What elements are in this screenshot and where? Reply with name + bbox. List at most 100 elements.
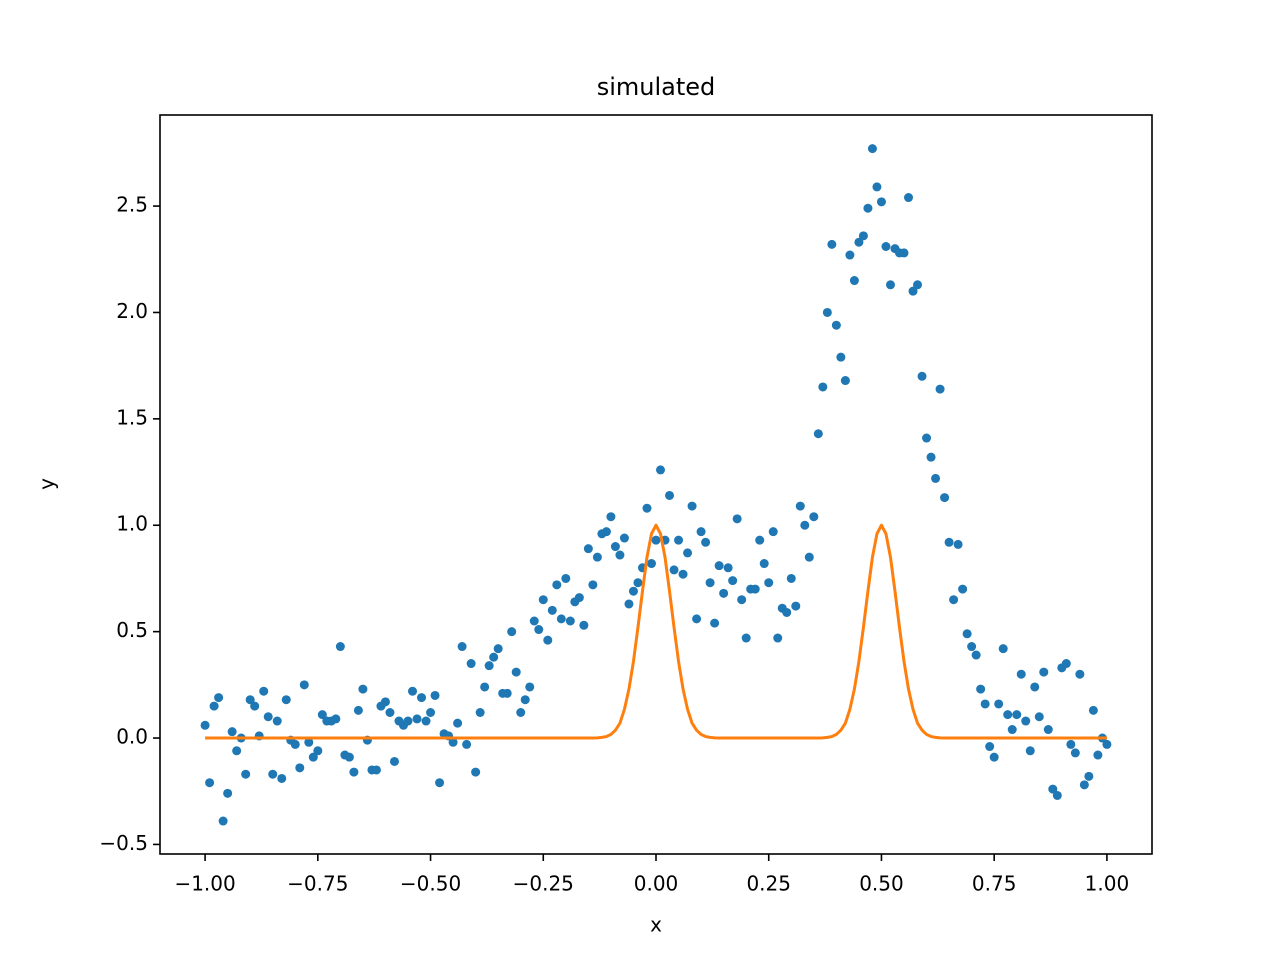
- scatter-point: [1070, 748, 1080, 758]
- scatter-point: [822, 307, 832, 317]
- scatter-point: [1102, 739, 1112, 749]
- scatter-point: [1007, 725, 1017, 735]
- scatter-point: [592, 552, 602, 562]
- scatter-point: [223, 788, 233, 798]
- scatter-point: [818, 382, 828, 392]
- line: [205, 523, 1107, 740]
- scatter-point: [989, 752, 999, 762]
- scatter-point: [899, 248, 909, 258]
- scatter-point: [290, 739, 300, 749]
- scatter-point: [471, 767, 481, 777]
- y-tick-label: 2.5: [116, 193, 148, 217]
- scatter-point: [908, 286, 918, 296]
- scatter-point: [250, 701, 260, 711]
- x-tick-label: −0.75: [287, 872, 348, 896]
- scatter-point: [552, 580, 562, 590]
- scatter-point: [619, 533, 629, 543]
- scatter-point: [795, 501, 805, 511]
- plot-frame: [159, 114, 1153, 855]
- scatter-point: [926, 452, 936, 462]
- scatter-point: [344, 752, 354, 762]
- y-tick-label: 1.0: [116, 512, 148, 536]
- scatter-point: [502, 688, 512, 698]
- scatter-point: [331, 714, 341, 724]
- y-tick-label: 1.5: [116, 405, 148, 429]
- scatter-point: [705, 578, 715, 588]
- scatter-point: [358, 684, 368, 694]
- scatter-point: [1016, 669, 1026, 679]
- scatter-point: [507, 627, 517, 637]
- scatter-point: [678, 569, 688, 579]
- scatter-point: [263, 712, 273, 722]
- scatter-point: [1079, 780, 1089, 790]
- scatter-point: [935, 384, 945, 394]
- scatter-point: [633, 578, 643, 588]
- scatter-point: [867, 144, 877, 154]
- scatter-point: [232, 746, 242, 756]
- scatter-point: [976, 684, 986, 694]
- scatter-point: [268, 769, 278, 779]
- scatter-point: [723, 563, 733, 573]
- scatter-point: [561, 573, 571, 583]
- scatter-point: [764, 578, 774, 588]
- scatter-point: [800, 520, 810, 530]
- scatter-point: [863, 203, 873, 213]
- scatter-point: [665, 490, 675, 500]
- scatter-point: [606, 512, 616, 522]
- y-tick-label: 0.0: [116, 725, 148, 749]
- scatter-point: [480, 682, 490, 692]
- scatter-point: [579, 620, 589, 630]
- scatter-point: [1025, 746, 1035, 756]
- scatter-point: [985, 742, 995, 752]
- scatter-point: [980, 699, 990, 709]
- scatter-point: [701, 537, 711, 547]
- scatter-point: [741, 633, 751, 643]
- scatter-point: [241, 769, 251, 779]
- scatter-point: [385, 707, 395, 717]
- scatter-point: [674, 535, 684, 545]
- scatter-point: [448, 737, 458, 747]
- scatter-point: [872, 182, 882, 192]
- scatter-point: [610, 542, 620, 552]
- scatter-point: [719, 588, 729, 598]
- scatter-point: [876, 197, 886, 207]
- scatter-point: [1093, 750, 1103, 760]
- scatter-point: [484, 661, 494, 671]
- scatter-point: [421, 716, 431, 726]
- x-tick-label: 0.25: [746, 872, 791, 896]
- scatter-point: [922, 433, 932, 443]
- scatter-point: [773, 633, 783, 643]
- scatter-point: [858, 231, 868, 241]
- scatter-point: [1030, 682, 1040, 692]
- scatter-point: [466, 659, 476, 669]
- scatter-point: [804, 552, 814, 562]
- x-tick-label: 1.00: [1085, 872, 1130, 896]
- scatter-point: [917, 371, 927, 381]
- scatter-point: [998, 644, 1008, 654]
- scatter-point: [1043, 725, 1053, 735]
- scatter-point: [953, 539, 963, 549]
- scatter-point: [1052, 790, 1062, 800]
- scatter-point: [615, 550, 625, 560]
- scatter-point: [885, 280, 895, 290]
- y-tick-label: −0.5: [99, 831, 148, 855]
- scatter-point: [493, 644, 503, 654]
- scatter-point: [791, 601, 801, 611]
- scatter-point: [547, 605, 557, 615]
- scatter-point: [583, 544, 593, 554]
- scatter-point: [534, 625, 544, 635]
- scatter-point: [710, 618, 720, 628]
- scatter-point: [1066, 739, 1076, 749]
- scatter-point: [304, 737, 314, 747]
- scatter-point: [389, 756, 399, 766]
- scatter-point: [313, 746, 323, 756]
- scatter-point: [881, 242, 891, 252]
- scatter-point: [913, 280, 923, 290]
- x-tick-label: 0.75: [972, 872, 1017, 896]
- scatter-point: [371, 765, 381, 775]
- scatter-point: [840, 376, 850, 386]
- scatter-point: [403, 716, 413, 726]
- scatter-point: [971, 650, 981, 660]
- scatter-point: [940, 493, 950, 503]
- scatter-point: [601, 527, 611, 537]
